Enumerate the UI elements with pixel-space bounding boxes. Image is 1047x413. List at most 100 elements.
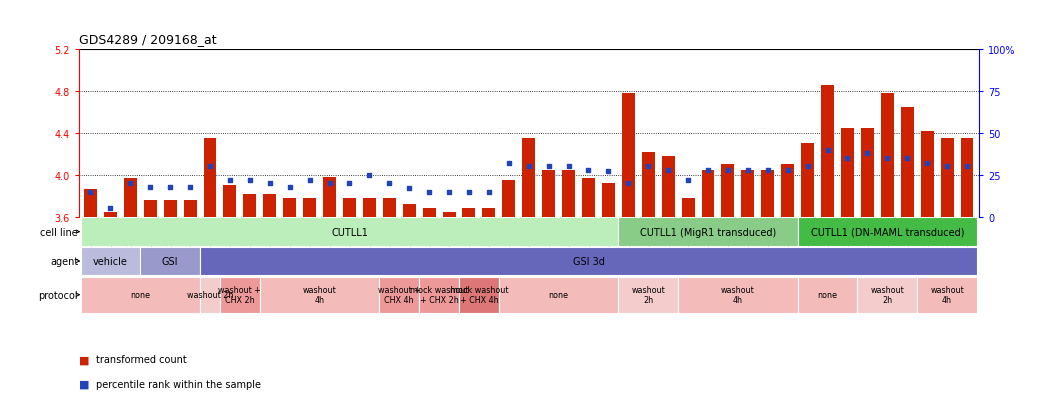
Bar [582,178,595,217]
Bar [857,277,917,313]
Point [302,177,318,184]
Bar [619,277,678,313]
Bar [503,180,515,217]
Point [141,184,158,190]
Bar [920,131,934,217]
Point [341,180,358,187]
Text: washout +
CHX 2h: washout + CHX 2h [219,285,262,305]
Bar [203,139,217,217]
Point [540,164,557,170]
Bar [798,218,977,246]
Bar [619,218,798,246]
Bar [562,170,575,217]
Point [202,164,219,170]
Bar [104,212,117,217]
Text: none: none [130,290,151,299]
Point [500,160,517,167]
Point [939,164,956,170]
Point [600,169,617,176]
Point [859,150,875,157]
Bar [960,139,974,217]
Bar [701,170,714,217]
Text: protocol: protocol [39,290,79,300]
Point [262,180,279,187]
Bar [678,277,798,313]
Text: cell line: cell line [41,227,79,237]
Bar [383,199,396,217]
Text: washout
4h: washout 4h [721,285,755,305]
Point [919,160,936,167]
Bar [662,157,674,217]
Text: GSI 3d: GSI 3d [573,256,604,266]
Bar [801,144,815,217]
Bar [419,277,459,313]
Text: washout 2h: washout 2h [186,290,233,299]
Bar [283,199,296,217]
Bar [243,194,257,217]
Bar [917,277,977,313]
Text: washout +
CHX 4h: washout + CHX 4h [378,285,421,305]
Bar [761,170,775,217]
Bar [881,94,894,217]
Bar [781,165,795,217]
Point [121,180,138,187]
Bar [304,199,316,217]
Bar [622,94,634,217]
Point [839,155,855,162]
Point [620,180,637,187]
Point [660,167,676,174]
Text: GDS4289 / 209168_at: GDS4289 / 209168_at [79,33,216,45]
Bar [463,209,475,217]
Bar [183,201,197,217]
Point [481,189,497,195]
Point [82,189,98,195]
Bar [483,209,495,217]
Bar [324,178,336,217]
Bar [741,170,754,217]
Text: percentile rank within the sample: percentile rank within the sample [96,379,262,389]
Text: agent: agent [50,256,79,266]
Text: CUTLL1 (MigR1 transduced): CUTLL1 (MigR1 transduced) [640,227,776,237]
Bar [260,277,379,313]
Bar [522,139,535,217]
Point [580,167,597,174]
Bar [220,277,260,313]
Point [102,206,118,212]
Text: ■: ■ [79,354,89,364]
Bar [721,165,734,217]
Point [361,172,378,179]
Point [222,177,239,184]
Point [421,189,438,195]
Text: washout
4h: washout 4h [303,285,336,305]
Bar [143,201,157,217]
Text: CUTLL1: CUTLL1 [331,227,367,237]
Bar [940,139,954,217]
Bar [200,277,220,313]
Bar [200,247,977,275]
Bar [423,209,436,217]
Text: washout
4h: washout 4h [930,285,964,305]
Point [779,167,796,174]
Text: CUTLL1 (DN-MAML transduced): CUTLL1 (DN-MAML transduced) [810,227,964,237]
Text: washout
2h: washout 2h [631,285,665,305]
Point [162,184,179,190]
Bar [263,194,276,217]
Text: none: none [549,290,569,299]
Bar [363,199,376,217]
Bar [343,199,356,217]
Bar [84,189,97,217]
Bar [81,247,140,275]
Text: washout
2h: washout 2h [870,285,905,305]
Bar [163,201,177,217]
Bar [81,277,200,313]
Point [699,167,716,174]
Point [282,184,298,190]
Point [878,155,895,162]
Bar [223,186,237,217]
Bar [602,184,615,217]
Bar [459,277,498,313]
Point [899,155,916,162]
Bar [821,86,834,217]
Point [640,164,656,170]
Bar [642,152,654,217]
